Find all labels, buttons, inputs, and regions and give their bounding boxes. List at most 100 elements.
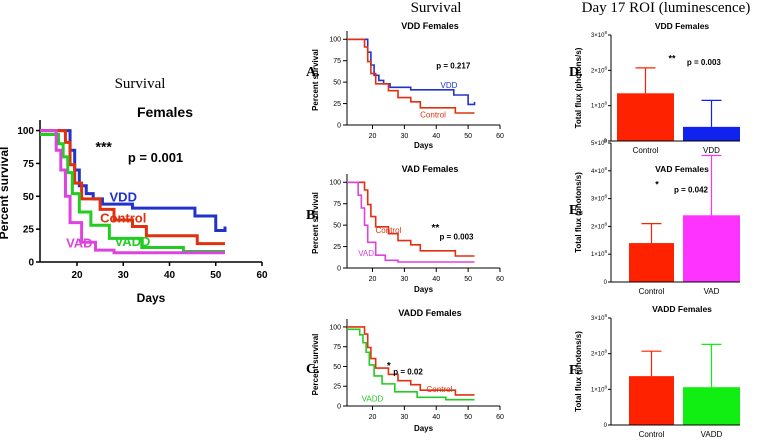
category-label: Control [633,146,659,155]
chart-title: VAD Females [402,164,459,174]
x-tick-label: 60 [496,276,504,283]
x-tick-label: 50 [464,276,472,283]
series-label-vad: VAD [66,236,92,251]
tick-exponent: 8 [604,349,607,354]
series-line-vadd [347,328,475,401]
x-tick-label: 20 [369,133,377,140]
y-axis-label: Total flux (photons/s) [574,172,583,253]
panel-letter: F. [569,363,580,378]
category-label: Control [639,430,665,437]
series-label-vdd: VDD [441,81,458,90]
y-tick-label: 100 [17,126,34,137]
tick-exponent: 8 [604,138,607,143]
y-tick-label: 75 [333,58,341,65]
y-tick-label: 0 [604,280,608,286]
y-tick-label: 3×108 [591,30,608,39]
significance-stars: *** [96,139,113,155]
y-axis-label: Percent survival [311,192,320,254]
chart-title: VADD Females [398,308,461,318]
panel-letter: E. [569,203,582,218]
y-tick-label: 100 [329,324,341,331]
series-label-vadd: VADD [362,394,384,403]
tick-exponent: 8 [604,30,607,35]
y-tick-label: 0 [337,403,341,410]
y-tick-label: 1×108 [591,384,608,393]
series-line-vad [40,129,225,255]
charts-layer: 0 25 50 75 100 20 30 40 50 60 Females Percent survi… [0,21,740,439]
x-tick-label: 30 [400,414,408,421]
series-line-control [347,38,475,114]
p-value: p = 0.003 [687,58,722,67]
x-axis-label: Days [414,141,434,150]
y-tick-label: 2×108 [591,221,608,230]
x-tick-label: 40 [432,276,440,283]
y-axis-label: Percent survival [311,49,320,111]
bar-vdd [683,126,740,141]
chart-title: VADD Females [652,304,712,314]
y-axis-label: Percent survival [0,147,11,240]
survival-main-header: Survival [115,76,166,92]
bar-control [629,243,674,282]
y-tick-label: 1×108 [591,249,608,258]
y-tick-label: 75 [333,344,341,351]
y-tick-label: 0 [337,265,341,272]
bar-chart-F: Control VADD 0 1×108 2×108 3×108 VADD Females T… [569,304,740,439]
y-tick-label: 1×108 [591,101,608,110]
series-line-vad [347,181,475,263]
survival-mid-header: Survival [411,0,462,16]
category-label: VAD [704,287,720,296]
bar-control [629,376,674,425]
x-tick-label: 40 [164,270,176,281]
x-tick-label: 30 [400,276,408,283]
x-axis-label: Days [414,285,434,294]
series-label-vadd: VADD [115,234,151,249]
series-line-vdd [347,38,476,106]
y-tick-label: 0 [28,258,34,269]
category-label: Control [639,287,665,296]
series-label-control: Control [100,211,146,226]
y-axis-label: Total flux (photons/s) [574,47,583,128]
y-tick-label: 25 [23,225,35,236]
y-tick-label: 25 [333,384,341,391]
significance-stars: ** [668,54,676,64]
y-tick-label: 75 [23,159,35,170]
significance-stars: ** [431,223,439,234]
y-tick-label: 100 [329,180,341,187]
survival-chart-A: 0 25 50 75 100 20 30 40 50 60 VDD Females Percent s… [306,21,504,150]
series-line-vadd [40,133,225,253]
series-line-control [347,326,475,396]
survival-chart-C: 0 25 50 75 100 20 30 40 50 60 VADD Females Percent … [306,308,504,433]
p-value: p = 0.042 [674,185,709,194]
bar-chart-D: Control VDD 0 1×108 2×108 3×108 VDD Females Tot… [569,21,740,155]
x-tick-label: 40 [432,414,440,421]
x-tick-label: 50 [210,270,222,281]
y-tick-label: 3×108 [591,194,608,203]
y-tick-label: 0 [337,122,341,129]
chart-title: VDD Females [401,21,459,31]
x-tick-label: 30 [118,270,130,281]
significance-stars: * [655,179,659,189]
bar-control [617,93,674,141]
survival-chart-main: 0 25 50 75 100 20 30 40 50 60 Females Percent survi… [0,104,268,305]
tick-exponent: 8 [604,65,607,70]
x-axis-label: Days [414,424,434,433]
series-label-vad: VAD [358,249,374,258]
y-tick-label: 25 [333,244,341,251]
y-tick-label: 2×108 [591,65,608,74]
series-line-control [40,129,225,246]
series-label-control: Control [420,110,446,119]
y-tick-label: 5×108 [591,138,608,147]
panel-letter: B. [306,208,319,223]
y-tick-label: 50 [333,223,341,230]
y-tick-label: 100 [329,37,341,44]
tick-exponent: 8 [604,101,607,106]
y-tick-label: 2×108 [591,349,608,358]
x-tick-label: 60 [496,133,504,140]
series-line-vdd [40,129,227,232]
tick-exponent: 8 [604,313,607,318]
x-tick-label: 50 [464,414,472,421]
x-tick-label: 20 [369,276,377,283]
series-line-control [347,181,475,257]
